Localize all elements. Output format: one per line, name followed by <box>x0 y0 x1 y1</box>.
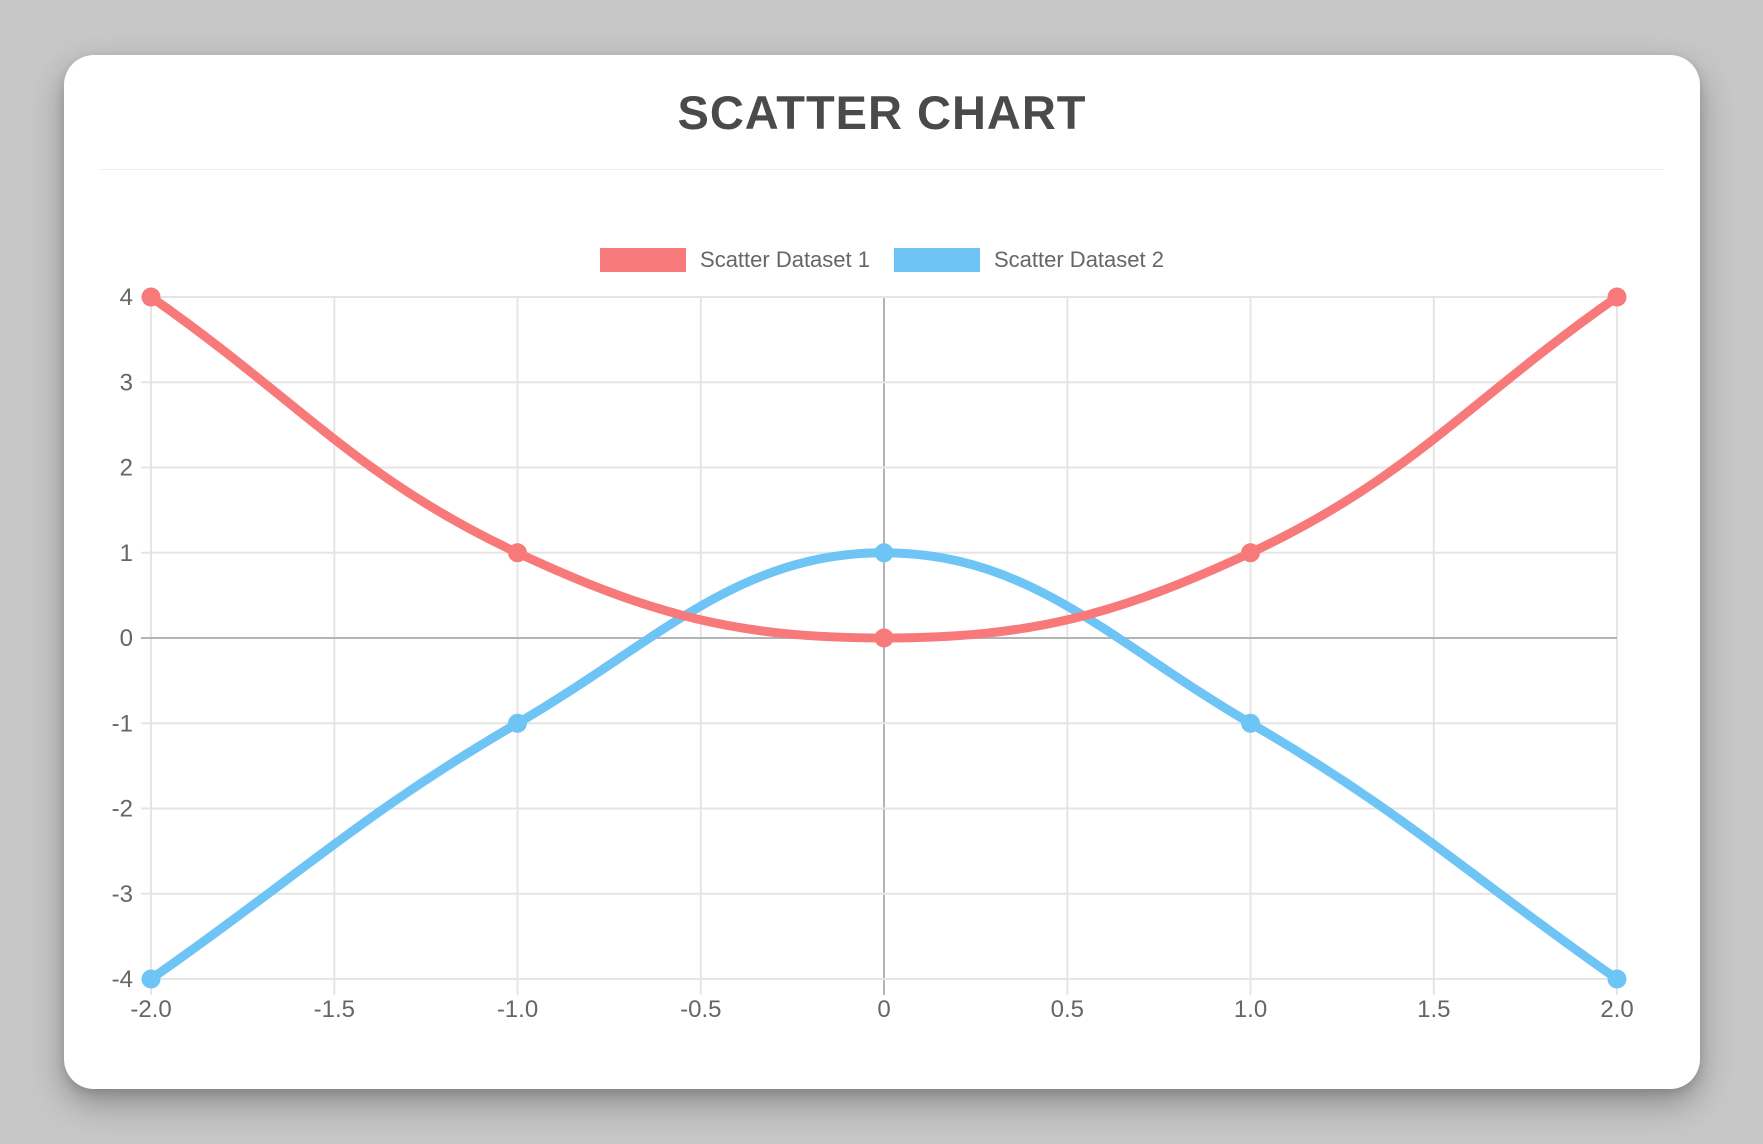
legend-label: Scatter Dataset 1 <box>700 247 870 272</box>
chart-title: SCATTER CHART <box>677 86 1087 139</box>
legend-label: Scatter Dataset 2 <box>994 247 1164 272</box>
legend-swatch <box>600 248 687 272</box>
x-axis-tick-label: 1.5 <box>1417 996 1450 1023</box>
data-point-series-2[interactable] <box>508 713 527 733</box>
y-axis-tick-label: -3 <box>112 881 133 908</box>
x-axis-tick-label: 1.0 <box>1234 996 1267 1023</box>
y-axis-tick-label: 4 <box>120 284 133 311</box>
legend-swatch <box>894 248 980 272</box>
x-axis-tick-label: -2.0 <box>130 996 171 1023</box>
y-axis-tick-label: 2 <box>120 455 133 482</box>
data-point-series-1[interactable] <box>1241 543 1260 563</box>
y-axis-tick-label: -1 <box>112 710 133 737</box>
x-axis-tick-label: 0.5 <box>1051 996 1084 1023</box>
title-divider <box>100 169 1664 170</box>
scatter-chart[interactable]: -2.0 -1.5 -1.0 -0.5 0 0.5 1.0 1.5 2.0 4 3 2 1 0 -1 -2 -3… <box>112 284 1634 1030</box>
y-axis-tick-label: 1 <box>120 540 133 567</box>
y-axis-tick-label: -4 <box>112 966 133 993</box>
data-point-series-1[interactable] <box>141 287 161 307</box>
data-point-series-1[interactable] <box>508 543 527 563</box>
chart-card: SCATTER CHART Scatter Dataset 1 Scatter D… <box>64 55 1700 1089</box>
data-point-series-1[interactable] <box>874 628 894 648</box>
legend-item[interactable]: Scatter Dataset 1 <box>600 247 870 273</box>
data-point-series-2[interactable] <box>1241 713 1260 733</box>
legend-item[interactable]: Scatter Dataset 2 <box>894 247 1164 273</box>
y-axis-tick-label: 0 <box>120 625 133 652</box>
x-axis-tick-label: -1.5 <box>314 996 355 1023</box>
data-point-series-1[interactable] <box>1607 287 1627 307</box>
y-axis-tick-label: 3 <box>120 369 133 396</box>
x-axis-tick-label: 2.0 <box>1600 996 1633 1023</box>
data-point-series-2[interactable] <box>1607 969 1627 989</box>
x-axis-tick-label: -0.5 <box>680 996 721 1023</box>
x-axis-tick-label: 0 <box>877 996 890 1023</box>
x-axis-tick-label: -1.0 <box>497 996 538 1023</box>
data-point-series-2[interactable] <box>141 969 161 989</box>
y-axis-tick-label: -2 <box>112 796 133 823</box>
chart-legend: Scatter Dataset 1 Scatter Dataset 2 <box>64 247 1700 273</box>
data-point-series-2[interactable] <box>874 543 894 563</box>
